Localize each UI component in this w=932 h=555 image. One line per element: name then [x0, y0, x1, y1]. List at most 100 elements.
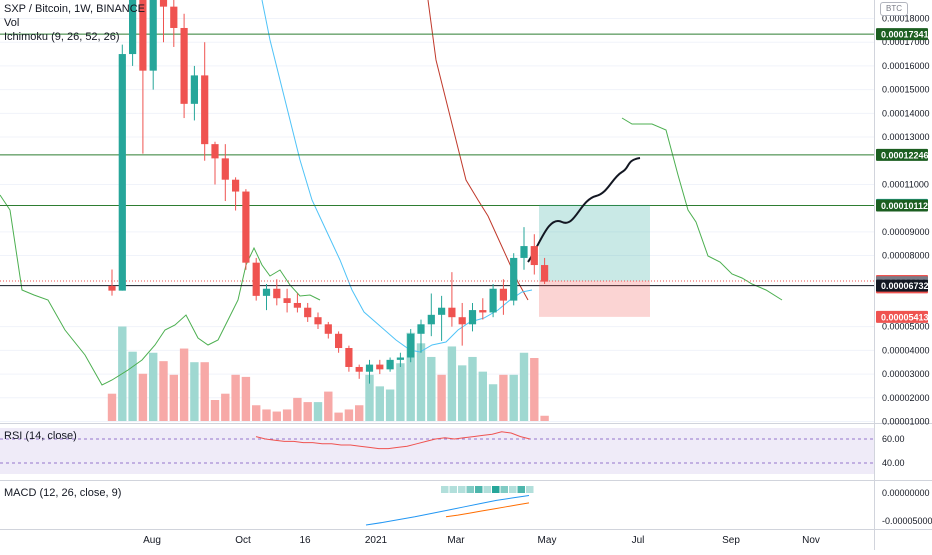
volume-bar	[437, 374, 446, 421]
volume-bar	[282, 409, 292, 421]
price-tick-label: 0.00003000	[882, 369, 930, 379]
time-tick-label: 16	[299, 535, 311, 546]
macd-histogram-bar	[517, 486, 525, 493]
candle-body	[510, 257, 518, 301]
volume-bar	[221, 393, 230, 421]
candle-body	[335, 333, 343, 349]
price-tick-label: 0.00008000	[882, 251, 930, 261]
candle-body	[530, 246, 538, 266]
candle-body	[293, 302, 301, 308]
volume-bar	[303, 402, 312, 421]
price-label-box	[876, 148, 928, 161]
macd-title: MACD (12, 26, close, 9)	[4, 487, 122, 499]
price-label-text: 0.00006732	[881, 281, 929, 291]
volume-bar	[416, 343, 426, 421]
price-tick-label: 0.00001000	[882, 417, 930, 427]
rsi-title: RSI (14, close)	[4, 430, 77, 442]
macd-signal-line	[445, 502, 530, 518]
price-tick-label: 0.00005000	[882, 322, 930, 332]
volume-bar	[179, 348, 189, 421]
candle-body	[458, 317, 466, 325]
macd-histogram-bar	[492, 486, 500, 493]
macd-axis-label: 0.00000000	[882, 488, 930, 498]
candle-body	[190, 75, 198, 104]
volume-bar	[355, 405, 364, 421]
candle-body	[273, 288, 281, 299]
price-label-text: 0.00012246	[881, 150, 929, 160]
ichimoku-lagging-span	[0, 194, 321, 386]
macd-legend: MACD (12, 26, close, 9)	[4, 486, 121, 500]
macd-histogram-bar	[526, 486, 534, 493]
candle-body	[201, 75, 209, 145]
macd-histogram-bar	[449, 486, 457, 493]
candle-body	[479, 310, 487, 313]
macd-histogram-bar	[458, 486, 466, 493]
volume-bar	[427, 356, 436, 421]
candle-body	[180, 27, 188, 104]
volume-bar	[344, 409, 354, 421]
price-tick-label: 0.00009000	[882, 227, 930, 237]
candle-body	[139, 0, 147, 71]
candle-body	[129, 0, 137, 55]
macd-histogram-bar	[475, 486, 483, 493]
rsi-band	[0, 428, 874, 474]
volume-bar	[272, 411, 281, 421]
price-tick-label: 0.00004000	[882, 345, 930, 355]
volume-bar	[540, 415, 549, 421]
volume-bar	[190, 362, 199, 421]
price-label-text: 0.00017341	[881, 30, 929, 40]
volume-bar	[509, 374, 518, 421]
macd-line	[365, 494, 530, 526]
volume-bar	[262, 409, 271, 421]
macd-histogram-bar	[509, 486, 517, 493]
forecast-path	[527, 157, 641, 263]
price-tick-label: 0.00017000	[882, 37, 930, 47]
candle-body	[211, 144, 219, 159]
time-tick-label: May	[538, 535, 557, 546]
volume-bar	[293, 397, 302, 421]
volume-bar	[107, 393, 117, 421]
candle-body	[108, 285, 116, 291]
time-tick-label: Sep	[722, 535, 740, 546]
volume-bar	[365, 374, 374, 421]
price-label-box	[876, 279, 928, 292]
price-label-box	[876, 28, 928, 41]
time-tick-label: Mar	[447, 535, 465, 546]
currency-badge[interactable]: BTC	[880, 2, 908, 16]
volume-bar	[128, 351, 137, 421]
vol-label: Vol	[4, 17, 20, 29]
price-tick-label: 0.00018000	[882, 14, 930, 24]
candle-body	[252, 262, 260, 296]
candle-body	[448, 307, 456, 318]
candle-body	[159, 0, 168, 7]
candle-body	[283, 298, 291, 303]
volume-bar	[385, 389, 395, 421]
price-tick-label: 0.00014000	[882, 108, 930, 118]
candle-body	[345, 348, 353, 367]
candle-body	[386, 359, 394, 370]
macd-histogram-bar	[483, 486, 491, 493]
rsi-legend: RSI (14, close)	[4, 429, 77, 443]
candle-body	[376, 364, 384, 370]
rsi-line	[255, 431, 531, 450]
ichimoku-label: Ichimoku (9, 26, 52, 26)	[4, 31, 120, 43]
candle-body	[314, 317, 322, 325]
volume-bar	[488, 384, 498, 421]
volume-bar	[375, 386, 384, 421]
volume-bar	[406, 332, 415, 421]
ichimoku-future-span	[621, 117, 783, 301]
candle-body	[489, 288, 497, 313]
price-axis: 0.00018000 0.00017000 0.00016000 0.00015000…	[876, 14, 930, 427]
volume-bar	[159, 361, 168, 421]
time-tick-label: Aug	[143, 535, 161, 546]
volume-bar	[478, 371, 487, 421]
candle-body	[232, 179, 240, 192]
candle-body	[304, 307, 312, 318]
candle-body	[170, 6, 178, 28]
candles	[108, 0, 549, 384]
candle-body	[499, 288, 507, 301]
candle-body	[355, 366, 363, 372]
volume-bar	[241, 376, 251, 421]
